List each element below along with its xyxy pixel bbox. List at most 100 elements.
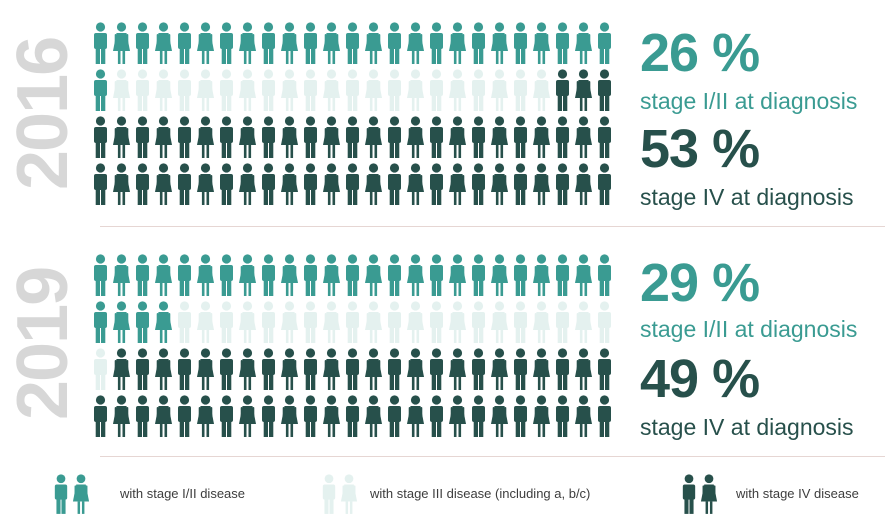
person-icon-stage-1-2 bbox=[113, 22, 130, 64]
person-icon-stage-3 bbox=[94, 348, 107, 390]
person-icon-stage-4 bbox=[407, 395, 424, 437]
person-icon-stage-4 bbox=[449, 163, 466, 205]
person-icon-stage-3 bbox=[533, 301, 550, 343]
person-icon-stage-4 bbox=[533, 395, 550, 437]
person-icon-stage-1-2 bbox=[94, 254, 107, 296]
person-male-icon bbox=[322, 474, 336, 514]
person-female-icon bbox=[700, 474, 718, 514]
person-icon-stage-4 bbox=[262, 116, 275, 158]
stat-label-stage-4: stage IV at diagnosis bbox=[640, 414, 854, 440]
person-icon-stage-1-2 bbox=[94, 301, 107, 343]
person-icon-stage-3 bbox=[178, 301, 191, 343]
person-icon-stage-4 bbox=[262, 348, 275, 390]
person-icon-stage-1-2 bbox=[449, 254, 466, 296]
person-icon-stage-4 bbox=[178, 395, 191, 437]
person-icon-stage-3 bbox=[197, 301, 214, 343]
person-icon-stage-4 bbox=[346, 163, 359, 205]
person-icon-stage-3 bbox=[514, 69, 527, 111]
person-icon-stage-4 bbox=[197, 395, 214, 437]
person-icon-stage-4 bbox=[323, 348, 340, 390]
person-icon-stage-3 bbox=[323, 69, 340, 111]
person-icon-stage-4 bbox=[556, 163, 569, 205]
person-icon-stage-4 bbox=[365, 348, 382, 390]
person-icon-stage-4 bbox=[430, 116, 443, 158]
person-icon-stage-1-2 bbox=[136, 22, 149, 64]
legend-item-stage-4: with stage IV disease bbox=[678, 470, 885, 516]
person-icon-stage-3 bbox=[220, 301, 233, 343]
person-icon-stage-1-2 bbox=[430, 254, 443, 296]
stats-2016: 26 % stage I/II at diagnosis 53 % stage … bbox=[640, 14, 885, 214]
person-icon-stage-4 bbox=[94, 163, 107, 205]
person-icon-stage-3 bbox=[449, 69, 466, 111]
person-icon-stage-4 bbox=[197, 163, 214, 205]
stat-value-stage-4: 53 % bbox=[640, 119, 760, 179]
person-icon-stage-3 bbox=[449, 301, 466, 343]
person-icon-stage-4 bbox=[449, 348, 466, 390]
legend-item-stage-1-2: with stage I/II disease bbox=[50, 470, 310, 516]
person-icon-stage-1-2 bbox=[113, 301, 130, 343]
person-icon-stage-4 bbox=[365, 163, 382, 205]
person-icon-stage-4 bbox=[304, 395, 317, 437]
person-icon-stage-4 bbox=[533, 116, 550, 158]
person-icon-stage-4 bbox=[323, 116, 340, 158]
person-icon-stage-4 bbox=[136, 348, 149, 390]
person-icon-stage-4 bbox=[197, 116, 214, 158]
person-icon-stage-1-2 bbox=[449, 22, 466, 64]
person-icon-stage-4 bbox=[155, 116, 172, 158]
person-icon-stage-4 bbox=[113, 116, 130, 158]
person-icon-stage-3 bbox=[323, 301, 340, 343]
person-male-icon bbox=[54, 474, 68, 514]
person-icon-stage-1-2 bbox=[281, 254, 298, 296]
person-pair-icon bbox=[682, 474, 718, 514]
person-icon-stage-4 bbox=[491, 395, 508, 437]
person-icon-stage-1-2 bbox=[407, 254, 424, 296]
person-icon-stage-4 bbox=[239, 116, 256, 158]
person-icon-stage-4 bbox=[323, 163, 340, 205]
person-icon-stage-4 bbox=[178, 116, 191, 158]
person-icon-stage-4 bbox=[472, 163, 485, 205]
panel-2016: 2016 26 % stage I/II at diagnosis 53 % s… bbox=[0, 14, 885, 214]
person-icon-stage-4 bbox=[346, 348, 359, 390]
person-icon-stage-1-2 bbox=[575, 254, 592, 296]
stat-label-stage-4: stage IV at diagnosis bbox=[640, 184, 854, 210]
person-icon-stage-3 bbox=[197, 69, 214, 111]
person-icon-stage-4 bbox=[239, 395, 256, 437]
legend-item-stage-3: with stage III disease (including a, b/c… bbox=[318, 470, 638, 516]
person-icon-stage-4 bbox=[388, 116, 401, 158]
person-icon-stage-1-2 bbox=[94, 22, 107, 64]
year-label-2019: 2019 bbox=[3, 267, 83, 421]
person-icon-stage-1-2 bbox=[262, 254, 275, 296]
person-icon-stage-4 bbox=[533, 163, 550, 205]
person-icon-stage-4 bbox=[113, 348, 130, 390]
person-icon-stage-3 bbox=[239, 69, 256, 111]
person-icon-stage-1-2 bbox=[155, 254, 172, 296]
person-icon-stage-4 bbox=[575, 348, 592, 390]
stat-value-stage-1-2: 26 % bbox=[640, 23, 760, 83]
panel-2019: 2019 29 % stage I/II at diagnosis 49 % s… bbox=[0, 244, 885, 444]
person-icon-stage-1-2 bbox=[262, 22, 275, 64]
person-pair-icon bbox=[54, 474, 90, 514]
person-icon-stage-1-2 bbox=[346, 22, 359, 64]
person-icon-stage-4 bbox=[262, 163, 275, 205]
person-icon-stage-4 bbox=[155, 395, 172, 437]
person-icon-stage-1-2 bbox=[533, 254, 550, 296]
person-icon-stage-4 bbox=[598, 348, 611, 390]
person-icon-stage-4 bbox=[220, 116, 233, 158]
stat-value-stage-4: 49 % bbox=[640, 349, 760, 409]
person-icon-stage-3 bbox=[304, 69, 317, 111]
person-icon-stage-3 bbox=[239, 301, 256, 343]
person-icon-stage-4 bbox=[304, 116, 317, 158]
person-icon-stage-3 bbox=[365, 301, 382, 343]
person-icon-stage-1-2 bbox=[514, 22, 527, 64]
person-icon-stage-1-2 bbox=[556, 22, 569, 64]
person-icon-stage-1-2 bbox=[178, 22, 191, 64]
person-icon-stage-1-2 bbox=[430, 22, 443, 64]
person-icon-stage-3 bbox=[430, 69, 443, 111]
person-icon-stage-4 bbox=[281, 116, 298, 158]
person-pair-icon bbox=[322, 474, 358, 514]
stats-2019: 29 % stage I/II at diagnosis 49 % stage … bbox=[640, 244, 885, 444]
person-icon-stage-4 bbox=[407, 116, 424, 158]
person-icon-stage-4 bbox=[136, 163, 149, 205]
person-icon-stage-1-2 bbox=[113, 254, 130, 296]
person-icon-stage-3 bbox=[514, 301, 527, 343]
